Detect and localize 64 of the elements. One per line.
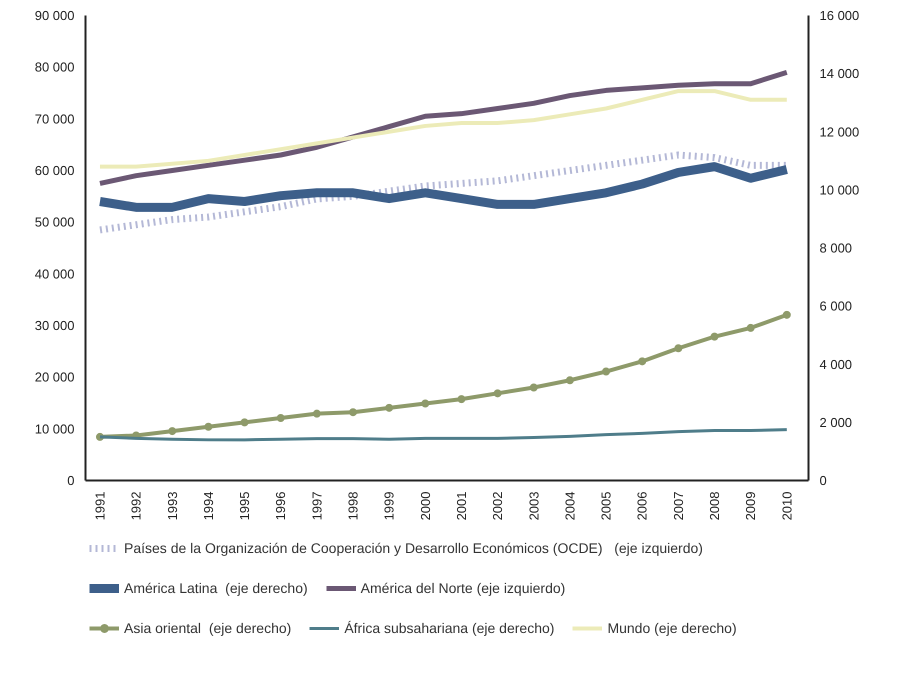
point (530, 384, 538, 392)
y-tick-label: 80 000 (34, 60, 75, 75)
y-tick-label: 50 000 (34, 214, 75, 230)
x-tick-label: 1999 (382, 492, 397, 520)
legend-label: Mundo (eje derecho) (607, 620, 737, 636)
point (349, 408, 358, 416)
legend-label: América del Norte (eje izquierdo) (360, 580, 566, 596)
x-tick-label: 2007 (670, 492, 686, 520)
legend-label: América Latina (eje derecho) (124, 580, 308, 596)
point (421, 399, 430, 408)
x-tick-label: 2004 (562, 492, 578, 520)
x-tick-label: 2001 (454, 492, 469, 520)
x-tick-label: 1996 (273, 492, 288, 520)
point (457, 395, 466, 404)
y2-tick-label: 6 000 (820, 298, 852, 314)
y-tick-label: 20 000 (34, 370, 75, 385)
x-tick-label: 1991 (92, 492, 108, 520)
x-tick-label: 2002 (490, 492, 506, 520)
point (566, 376, 574, 384)
point (602, 368, 610, 376)
y2-tick-label: 0 (820, 473, 827, 488)
legend-label: Países de la Organización de Cooperación y Desarrollo Económicos (OCDE) (eje izquierdo) (124, 540, 703, 556)
legend-label: África subsahariana (eje derecho) (344, 620, 554, 636)
y-tick-label: 10 000 (34, 421, 75, 436)
point (204, 422, 212, 431)
x-tick-label: 1994 (200, 492, 216, 520)
x-tick-label: 2000 (418, 492, 433, 520)
y2-tick-label: 14 000 (820, 66, 860, 82)
x-tick-label: 2008 (707, 492, 722, 520)
y-tick-label: 90 000 (34, 8, 75, 23)
point (710, 332, 719, 341)
point (276, 414, 285, 422)
x-tick-label: 1995 (237, 492, 252, 520)
line-series (98, 89, 789, 169)
y2-tick-label: 10 000 (820, 182, 860, 198)
x-tick-label: 1993 (164, 492, 180, 520)
y2-tick-label: 16 000 (820, 8, 860, 23)
y-tick-label: 70 000 (34, 111, 75, 126)
x-tick-label: 2003 (526, 492, 542, 520)
point (746, 324, 755, 332)
y-tick-label: 60 000 (34, 163, 75, 178)
x-tick-label: 1992 (128, 492, 144, 520)
y-tick-label: 0 (67, 473, 75, 488)
x-tick-label: 1998 (346, 492, 361, 520)
x-tick-label: 2009 (743, 492, 758, 520)
x-tick-label: 1997 (309, 492, 324, 520)
y2-tick-label: 8 000 (820, 240, 852, 256)
legend-label: Asia oriental (eje derecho) (124, 620, 292, 636)
point (494, 389, 502, 398)
y2-tick-label: 12 000 (820, 124, 860, 140)
point (782, 310, 791, 319)
point (674, 344, 682, 352)
point (312, 410, 321, 418)
point (638, 357, 646, 366)
point (168, 427, 176, 436)
x-tick-label: 2005 (598, 492, 614, 520)
y-tick-label: 40 000 (34, 266, 75, 282)
point (240, 418, 249, 426)
point (385, 404, 394, 412)
y2-tick-label: 4 000 (820, 356, 852, 372)
y-tick-label: 30 000 (34, 318, 75, 333)
x-tick-label: 2006 (634, 492, 650, 520)
x-tick-label: 2010 (779, 492, 794, 520)
y2-tick-label: 2 000 (820, 414, 852, 430)
